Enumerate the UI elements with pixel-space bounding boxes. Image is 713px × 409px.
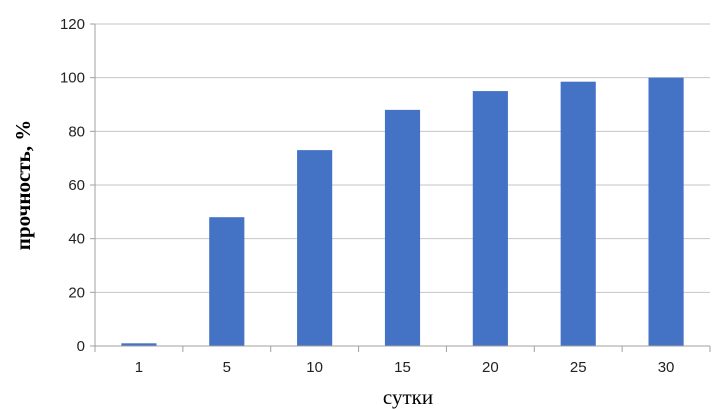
y-tick-label: 0 [77, 338, 85, 355]
y-tick-label: 60 [68, 177, 85, 194]
y-tick-label: 120 [60, 16, 85, 33]
bar [121, 343, 157, 346]
x-tick-label: 5 [223, 359, 231, 376]
y-axis-title: прочность, % [11, 120, 35, 250]
x-tick-label: 25 [570, 359, 587, 376]
y-tick-label: 20 [68, 284, 85, 301]
bar [472, 91, 508, 346]
x-tick-labels: 1 5 10 15 20 25 30 [135, 359, 675, 376]
y-tick-label: 40 [68, 231, 85, 248]
x-tick-label: 1 [135, 359, 143, 376]
x-axis-title: сутки [383, 385, 433, 409]
bar [648, 77, 684, 347]
bar-series [121, 77, 684, 347]
x-tick-label: 15 [394, 359, 411, 376]
bar [209, 217, 245, 346]
bar [560, 81, 596, 347]
bar [384, 109, 421, 346]
y-tick-labels: 0 20 40 60 80 100 120 [60, 16, 85, 355]
axes [90, 23, 711, 352]
bar [297, 150, 333, 346]
y-tick-label: 100 [60, 70, 85, 87]
x-tick-label: 20 [482, 359, 499, 376]
x-tick-label: 10 [306, 359, 323, 376]
y-tick-label: 80 [68, 123, 85, 140]
x-tick-label: 30 [658, 359, 675, 376]
